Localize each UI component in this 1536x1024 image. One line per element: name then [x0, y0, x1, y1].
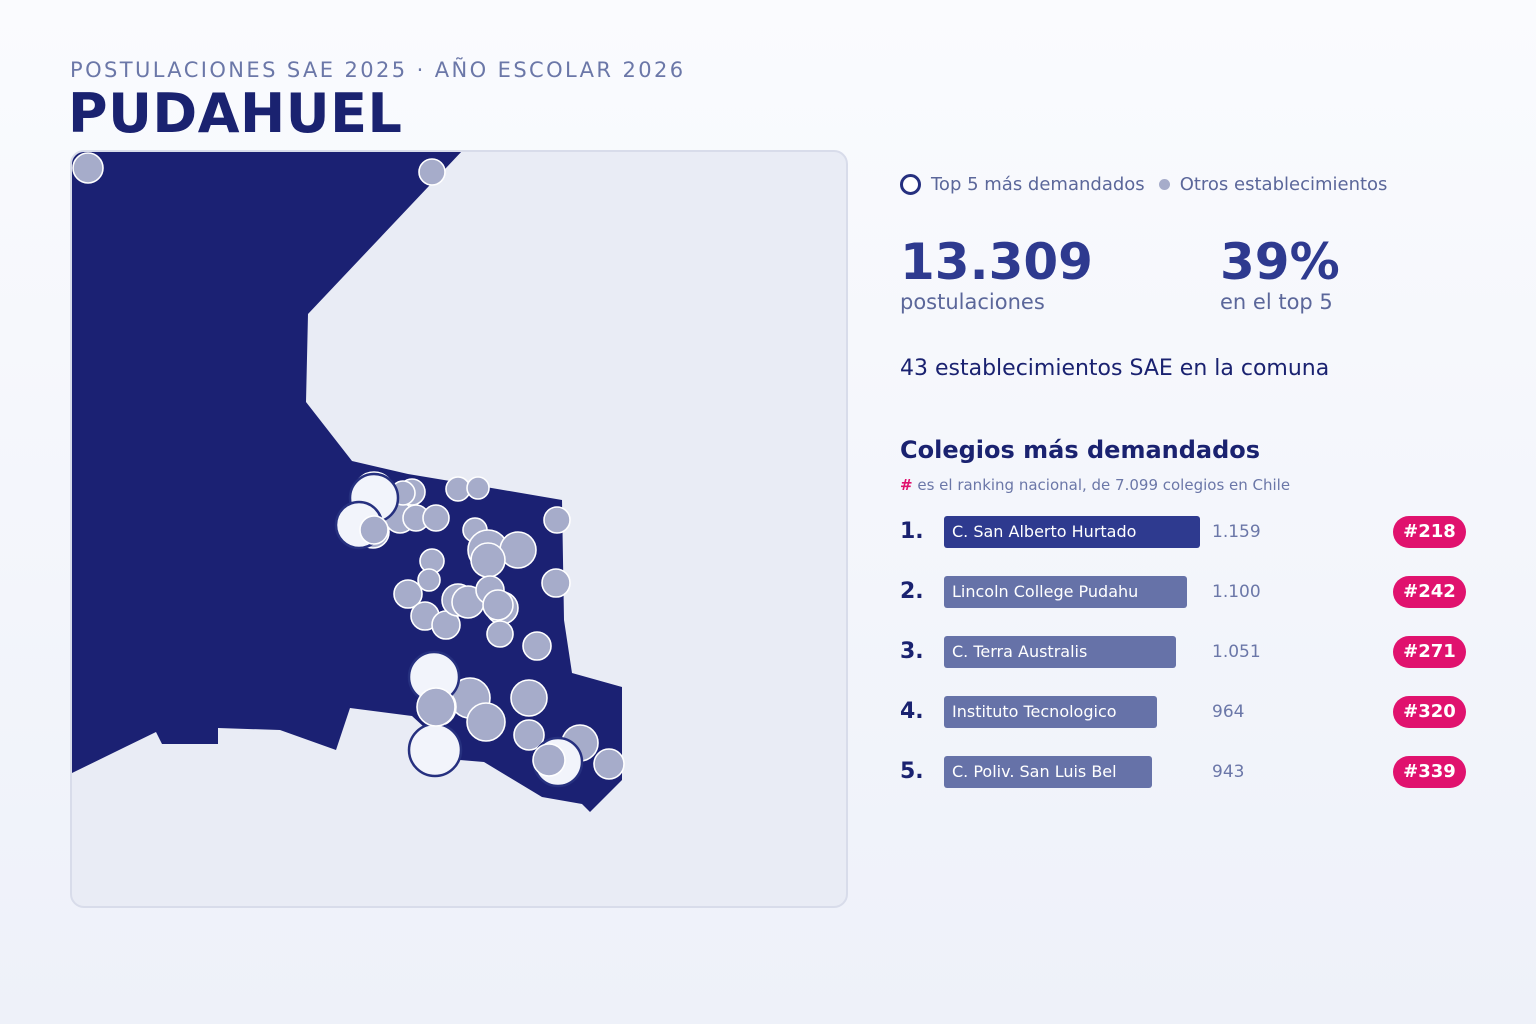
ranking-position: 5.: [900, 759, 924, 784]
establishment-marker[interactable]: [470, 542, 506, 578]
stat-applications: 13.309 postulaciones: [900, 232, 1093, 314]
ranking-position: 1.: [900, 519, 924, 544]
legend-others-label: Otros establecimientos: [1179, 174, 1388, 195]
establishments-count: 43 establecimientos SAE en la comuna: [900, 356, 1330, 381]
ranking-bar: C. San Alberto Hurtado: [944, 516, 1200, 548]
establishment-marker[interactable]: [543, 506, 571, 534]
map-legend: Top 5 más demandados Otros establecimien…: [900, 174, 1387, 195]
ranking-value: 1.051: [1212, 642, 1261, 662]
establishment-marker[interactable]: [482, 589, 514, 621]
stat-top5-share: 39% en el top 5: [1220, 232, 1340, 314]
national-rank-badge: #218: [1393, 516, 1466, 548]
establishment-marker[interactable]: [510, 679, 548, 717]
establishment-marker[interactable]: [393, 579, 423, 609]
ranking-value: 1.100: [1212, 582, 1261, 602]
top5-establishment-marker[interactable]: [407, 722, 463, 778]
page-title: PUDAHUEL: [68, 82, 403, 145]
national-rank-badge: #242: [1393, 576, 1466, 608]
ranking-position: 3.: [900, 639, 924, 664]
establishment-marker[interactable]: [486, 620, 514, 648]
page-eyebrow: POSTULACIONES SAE 2025 · AÑO ESCOLAR 202…: [70, 58, 686, 82]
national-rank-badge: #271: [1393, 636, 1466, 668]
establishment-marker[interactable]: [359, 515, 389, 545]
ranking-value: 943: [1212, 762, 1245, 782]
national-rank-badge: #339: [1393, 756, 1466, 788]
establishment-marker[interactable]: [593, 748, 625, 780]
establishment-marker[interactable]: [532, 743, 566, 777]
ranking-value: 964: [1212, 702, 1245, 722]
other-dot-icon: [1158, 179, 1170, 190]
national-rank-badge: #320: [1393, 696, 1466, 728]
stat-applications-value: 13.309: [900, 233, 1093, 291]
commune-map[interactable]: [70, 150, 848, 908]
establishment-marker[interactable]: [541, 568, 571, 598]
map-panel[interactable]: [70, 150, 848, 908]
establishment-marker[interactable]: [466, 476, 490, 500]
ranking-note: # es el ranking nacional, de 7.099 coleg…: [900, 476, 1290, 494]
stat-top5-share-value: 39%: [1220, 233, 1340, 291]
establishment-marker[interactable]: [72, 152, 104, 184]
legend-top5-label: Top 5 más demandados: [931, 174, 1145, 195]
establishment-marker[interactable]: [513, 719, 545, 751]
establishment-marker[interactable]: [422, 504, 450, 532]
ranking-position: 4.: [900, 699, 924, 724]
ranking-bar: Instituto Tecnologico: [944, 696, 1157, 728]
establishment-marker[interactable]: [418, 158, 446, 186]
stat-applications-label: postulaciones: [900, 290, 1045, 314]
commune-shape: [72, 152, 622, 812]
ranking-bar: Lincoln College Pudahu: [944, 576, 1187, 608]
ranking-note-hash: #: [900, 476, 913, 494]
ranking-position: 2.: [900, 579, 924, 604]
establishment-marker[interactable]: [417, 568, 441, 592]
top5-establishment-markers: [334, 472, 584, 788]
ranking-note-text: es el ranking nacional, de 7.099 colegio…: [912, 476, 1291, 494]
stat-top5-share-label: en el top 5: [1220, 290, 1333, 314]
establishment-marker[interactable]: [466, 702, 506, 742]
establishment-marker[interactable]: [522, 631, 552, 661]
ranking-title: Colegios más demandados: [900, 436, 1261, 464]
top5-ring-icon: [900, 174, 921, 195]
ranking-value: 1.159: [1212, 522, 1261, 542]
ranking-bar: C. Terra Australis: [944, 636, 1176, 668]
ranking-bar: C. Poliv. San Luis Bel: [944, 756, 1152, 788]
establishment-marker[interactable]: [416, 687, 456, 727]
